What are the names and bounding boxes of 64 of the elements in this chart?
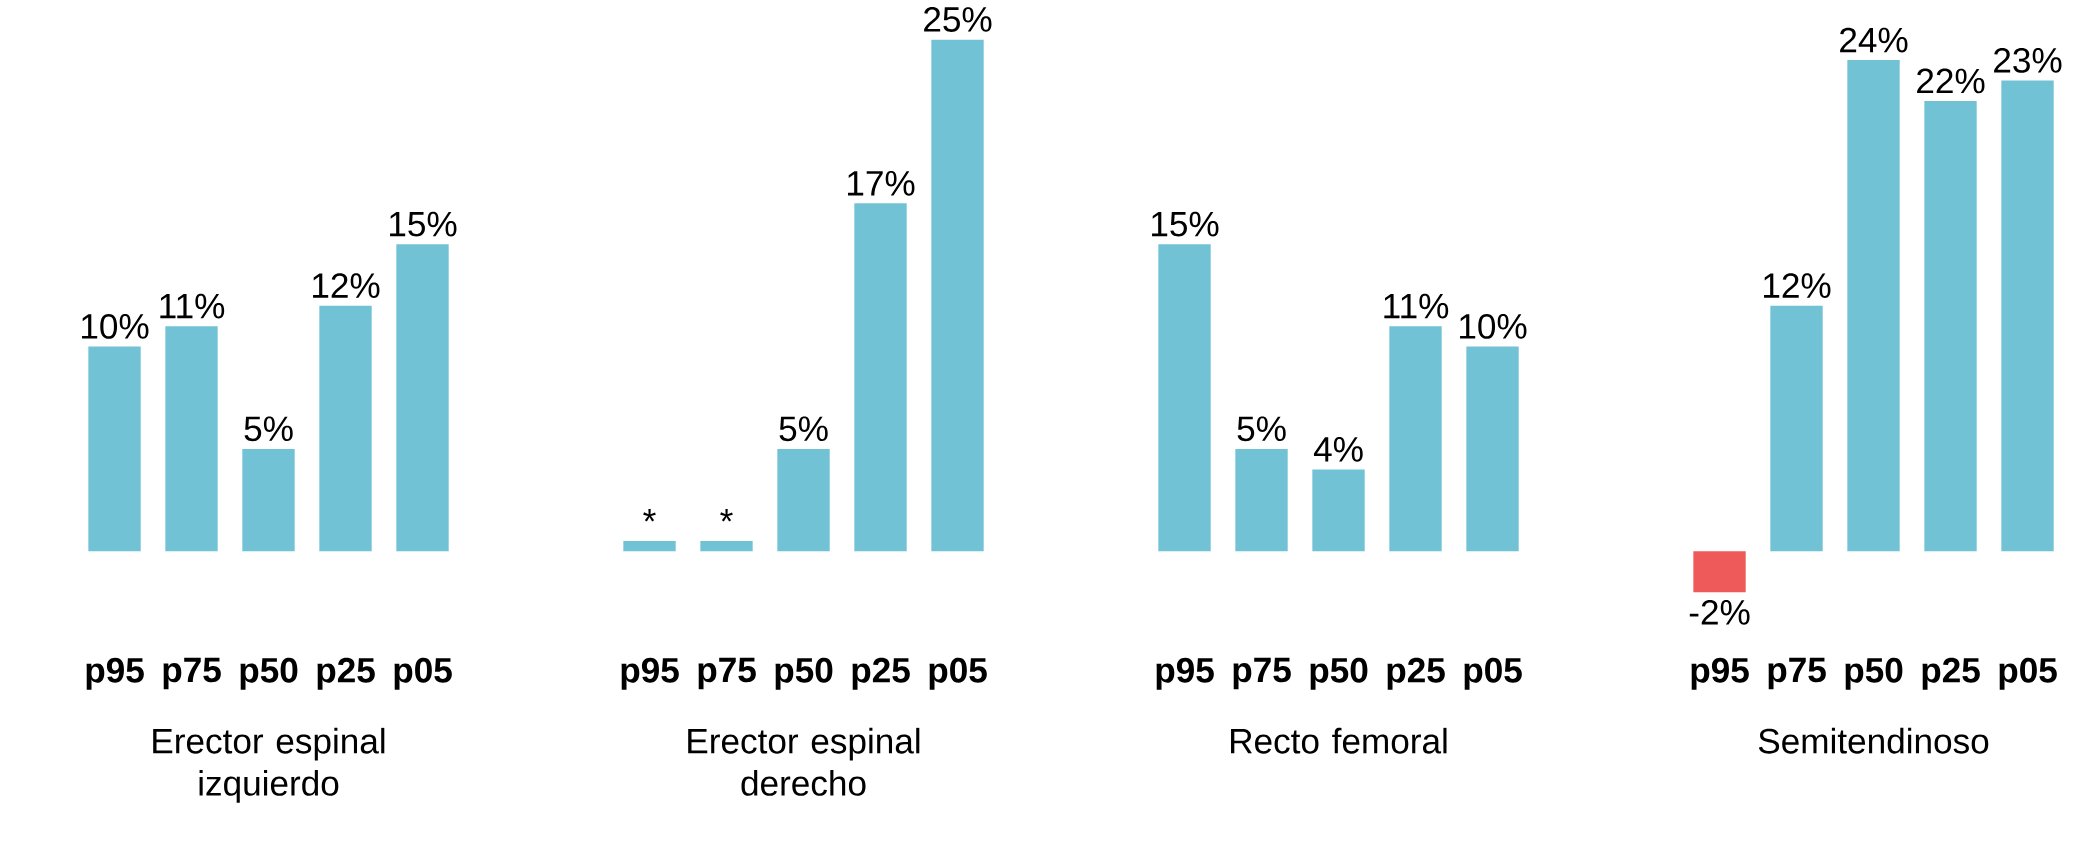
x-tick-label: p75 <box>698 657 756 690</box>
x-tick-label: p25 <box>317 657 375 690</box>
bar <box>396 244 449 552</box>
x-tick-label: p25 <box>852 657 910 690</box>
bar <box>1924 100 1977 552</box>
data-label: 24% <box>1840 27 1908 53</box>
x-tick-label: p95 <box>86 657 144 690</box>
bar <box>1158 244 1211 552</box>
data-label: 15% <box>390 211 457 237</box>
bar <box>1312 469 1365 552</box>
x-tick-label: p05 <box>394 657 452 690</box>
bar <box>1466 346 1519 552</box>
bar <box>165 325 218 552</box>
x-tick-label: p05 <box>929 657 987 690</box>
x-tick-label: p50 <box>775 657 833 690</box>
bar <box>2001 80 2054 552</box>
x-axis-title: Recto femoral <box>1231 727 1447 754</box>
bar <box>1847 59 1900 552</box>
data-label: 5% <box>779 416 828 441</box>
x-tick-label: p25 <box>1387 657 1445 690</box>
data-label: * <box>643 508 656 522</box>
x-axis-title: Erector espinal derecho <box>688 727 920 796</box>
bar <box>1389 325 1442 552</box>
bar <box>854 203 907 552</box>
data-label: 5% <box>1237 416 1286 441</box>
data-label: 4% <box>1313 436 1363 462</box>
bar <box>319 305 372 552</box>
data-label: * <box>720 508 733 522</box>
data-label: 22% <box>1917 68 1985 94</box>
x-tick-label: p75 <box>163 657 221 690</box>
bar <box>1235 448 1288 552</box>
x-tick-label: p50 <box>1310 657 1368 690</box>
x-tick-label: p05 <box>1464 657 1522 690</box>
x-tick-label: p95 <box>1691 657 1749 690</box>
bar <box>242 448 295 552</box>
data-label: -2% <box>1689 599 1750 625</box>
bar <box>1770 305 1823 552</box>
bar <box>623 540 676 552</box>
data-label: 10% <box>82 313 149 339</box>
data-label: 15% <box>1152 211 1219 237</box>
bar <box>1693 551 1746 592</box>
x-axis-title: Semitendinoso <box>1758 727 1989 754</box>
x-tick-label: p05 <box>1999 657 2057 690</box>
x-axis-title: Erector espinal izquierdo <box>153 727 385 803</box>
data-label: 12% <box>313 273 380 298</box>
data-label: 11% <box>1384 293 1449 319</box>
bar <box>700 540 753 552</box>
x-tick-label: p50 <box>240 657 298 690</box>
data-label: 10% <box>1460 313 1527 339</box>
data-label: 17% <box>848 170 915 196</box>
x-tick-label: p25 <box>1922 657 1980 690</box>
bar <box>777 448 830 552</box>
data-label: 23% <box>1994 47 2062 73</box>
data-label: 25% <box>924 6 992 32</box>
bar <box>88 346 141 552</box>
bar <box>931 39 984 552</box>
x-tick-label: p50 <box>1845 657 1903 690</box>
x-tick-label: p75 <box>1233 657 1291 690</box>
data-label: 5% <box>244 416 293 441</box>
data-label: 11% <box>160 293 225 319</box>
x-tick-label: p75 <box>1768 657 1826 690</box>
data-label: 12% <box>1764 273 1831 298</box>
x-tick-label: p95 <box>621 657 679 690</box>
x-tick-label: p95 <box>1156 657 1214 690</box>
